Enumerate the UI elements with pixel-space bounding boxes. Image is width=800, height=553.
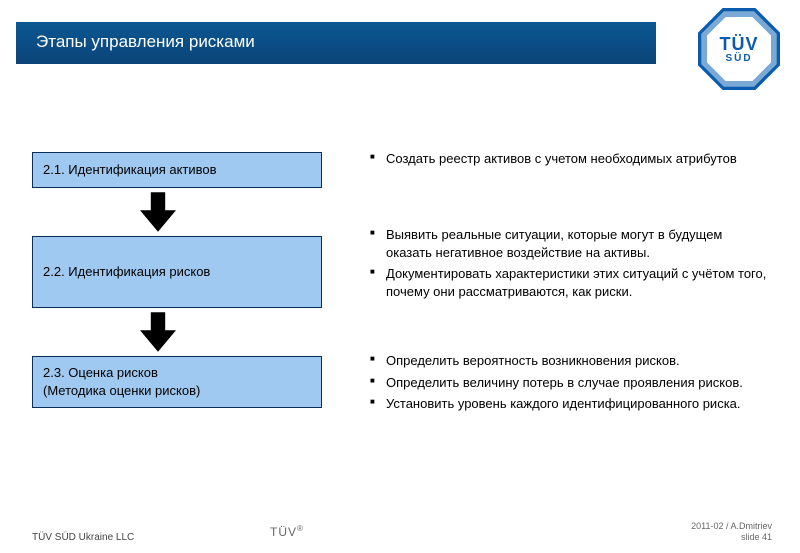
flow-box-2: 2.2. Идентификация рисков: [32, 236, 322, 308]
flow-box-3-line-1: 2.3. Оценка рисков: [43, 364, 311, 382]
footer-logo-text: TÜV®: [270, 524, 304, 539]
description-block-2: Выявить реальные ситуации, которые могут…: [370, 226, 770, 304]
flow-arrow-1: [140, 190, 176, 234]
flow-box-1-line-1: 2.1. Идентификация активов: [43, 161, 311, 179]
arrow-down-icon: [140, 310, 176, 354]
bullet-item: Определить вероятность возникновения рис…: [370, 352, 770, 370]
flow-box-3: 2.3. Оценка рисков (Методика оценки риск…: [32, 356, 322, 408]
flow-box-1: 2.1. Идентификация активов: [32, 152, 322, 188]
footer-meta: 2011-02 / A.Dmitriev slide 41: [691, 521, 772, 543]
logo-text-top: TÜV: [720, 34, 759, 55]
slide-title: Этапы управления рисками: [36, 32, 255, 52]
bullet-item: Выявить реальные ситуации, которые могут…: [370, 226, 770, 261]
logo-text-bottom: SÜD: [725, 53, 752, 64]
flow-box-2-line-1: 2.2. Идентификация рисков: [43, 263, 311, 281]
flow-arrow-2: [140, 310, 176, 354]
bullet-item: Установить уровень каждого идентифициров…: [370, 395, 770, 413]
bullet-item: Создать реестр активов с учетом необходи…: [370, 150, 770, 168]
footer-company: TÜV SÜD Ukraine LLC: [32, 532, 134, 543]
tuv-logo: TÜV SÜD: [698, 8, 780, 90]
slide-root: Этапы управления рисками TÜV SÜD 2.1. Ид…: [0, 0, 800, 553]
description-block-1: Создать реестр активов с учетом необходи…: [370, 150, 770, 172]
description-block-3: Определить вероятность возникновения рис…: [370, 352, 770, 417]
flow-box-3-line-2: (Методика оценки рисков): [43, 382, 311, 400]
footer-slide-number: slide 41: [691, 532, 772, 543]
bullet-item: Определить величину потерь в случае проя…: [370, 374, 770, 392]
footer-date-author: 2011-02 / A.Dmitriev: [691, 521, 772, 532]
footer: TÜV SÜD Ukraine LLC TÜV® 2011-02 / A.Dmi…: [0, 515, 800, 543]
arrow-down-icon: [140, 190, 176, 234]
bullet-item: Документировать характеристики этих ситу…: [370, 265, 770, 300]
